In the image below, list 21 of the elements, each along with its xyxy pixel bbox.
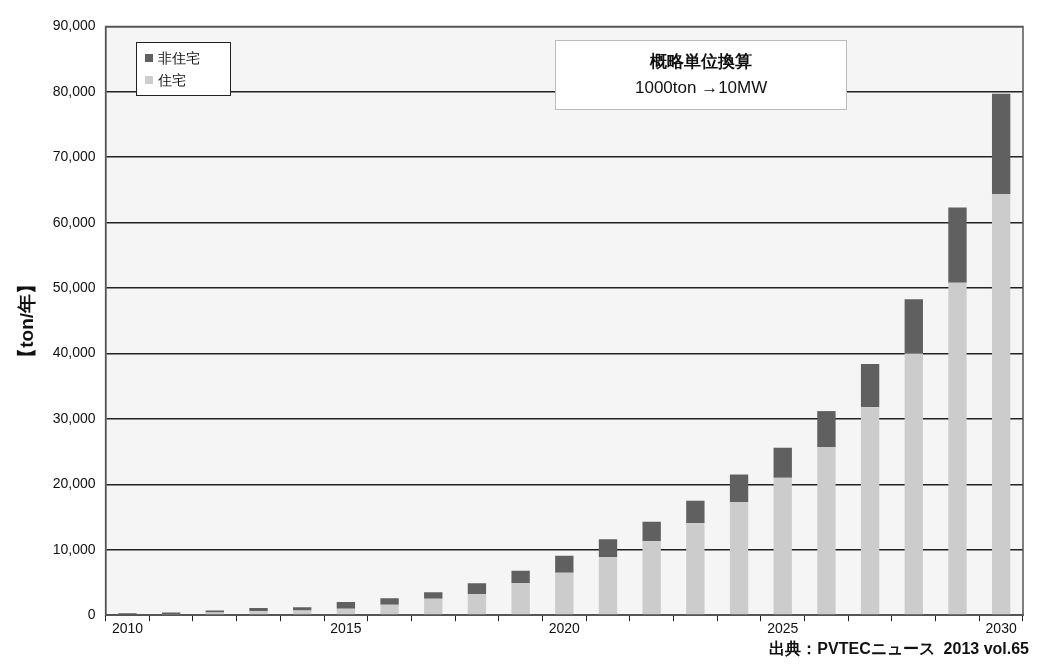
y-tick-label: 40,000: [52, 344, 96, 361]
x-tick-label: 2025: [767, 620, 799, 637]
legend-label: 住宅: [157, 71, 186, 91]
y-tick-label: 50,000: [52, 278, 96, 295]
y-tick-label: 60,000: [52, 213, 96, 230]
annotation: 概略単位換算 1000ton →10MW: [633, 51, 769, 100]
x-tick-label: 2010: [111, 620, 144, 637]
y-tick-label: 90,000: [52, 17, 96, 34]
y-tick-label: 20,000: [52, 475, 96, 492]
y-tick-label: 30,000: [52, 409, 96, 426]
note-box: 概略単位換算 1000ton →10MW: [555, 40, 848, 111]
x-tick-label: 2030: [985, 620, 1017, 637]
x-tick-label: 2015: [330, 620, 362, 637]
y-axis-title: 【ton/年】: [15, 274, 37, 367]
source-note: 出典：PVTECニュース 2013 vol.65: [769, 640, 1030, 658]
y-tick-label: 10,000: [52, 540, 96, 557]
y-tick-label: 70,000: [52, 148, 96, 165]
legend-label: 非住宅: [157, 49, 200, 69]
y-tick-label: 80,000: [52, 82, 96, 99]
y-tick-label: 0: [87, 606, 96, 623]
x-tick-label: 2020: [548, 620, 581, 637]
